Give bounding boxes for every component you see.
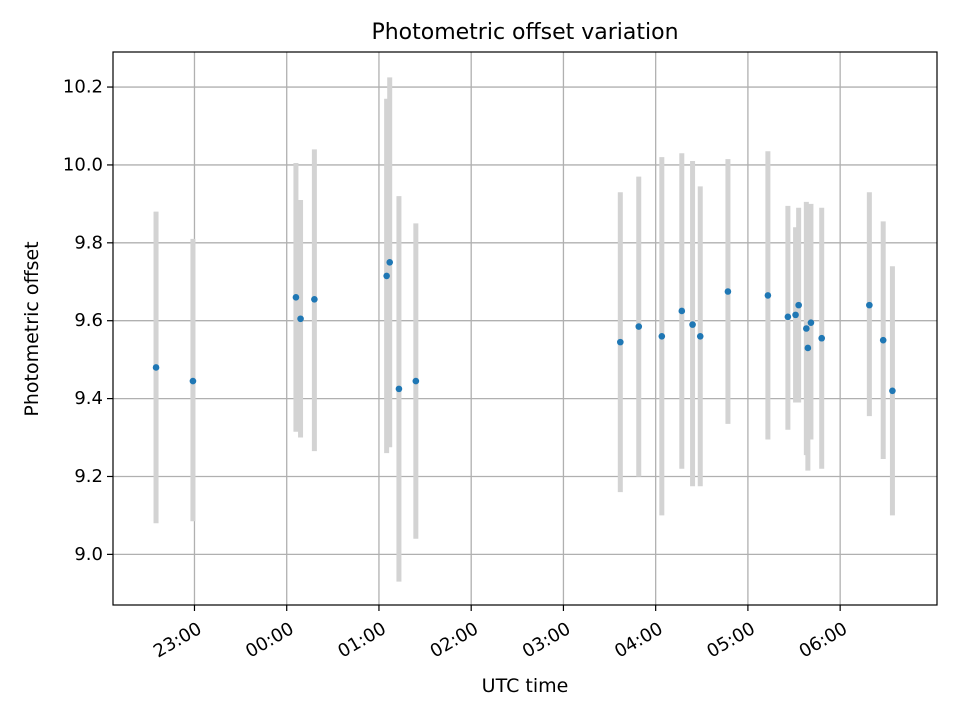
data-point [866,301,873,309]
data-point [879,336,887,344]
x-tick-label: 04:00 [611,618,666,662]
chart-title: Photometric offset variation [371,20,678,45]
data-point [678,307,686,315]
data-point [383,272,390,280]
data-point [689,321,696,328]
data-point [795,301,802,309]
x-tick-label: 03:00 [519,618,574,662]
data-point [889,387,896,395]
data-point [807,319,815,326]
x-tick-label: 00:00 [242,618,297,662]
data-point [297,315,304,323]
y-tick-label: 9.6 [74,310,103,331]
x-tick-label: 02:00 [427,618,482,662]
data-point [792,311,799,319]
x-tick-label: 23:00 [150,618,205,662]
data-point [412,377,420,385]
x-tick-label: 06:00 [796,618,851,662]
plot-frame [112,51,938,606]
y-tick-label: 10.2 [63,77,103,98]
data-point [818,334,826,342]
data-point [617,338,624,346]
data-point [292,294,300,301]
y-tick-label: 9.8 [74,232,103,253]
y-axis-title: Photometric offset [21,241,43,416]
data-point [386,258,394,266]
data-point [152,364,160,371]
data-point [189,377,197,385]
data-point [724,288,732,295]
data-point [635,323,643,330]
data-point [784,313,792,321]
data-point [696,332,704,340]
data-points [152,258,896,395]
data-point [311,295,318,303]
y-tick-label: 9.4 [74,388,103,409]
data-point [804,344,812,352]
data-point [803,325,810,332]
data-point [764,292,772,299]
data-point [658,332,666,340]
x-axis-title: UTC time [482,675,569,697]
x-tick-label: 05:00 [703,618,758,662]
data-point [395,385,403,393]
x-tick-label: 01:00 [334,618,389,662]
y-tick-label: 9.0 [74,544,103,565]
y-tick-label: 9.2 [74,466,103,487]
y-tick-label: 10.0 [63,154,103,175]
